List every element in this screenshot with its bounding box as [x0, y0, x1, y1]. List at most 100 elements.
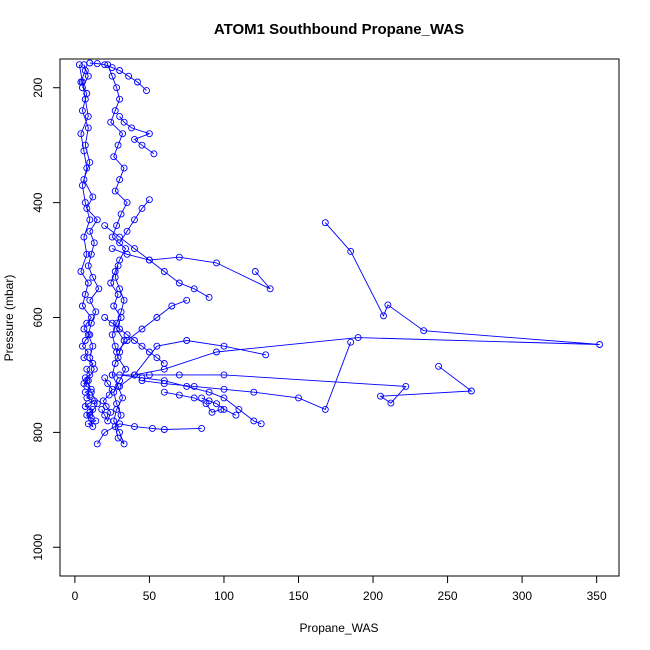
data-point	[160, 268, 168, 275]
data-point	[120, 296, 128, 304]
data-point	[321, 219, 329, 227]
data-point	[120, 118, 128, 126]
data-point	[131, 371, 138, 379]
series-17	[98, 374, 116, 425]
y-tick-label: 800	[31, 422, 45, 442]
data-point	[384, 301, 392, 309]
data-point	[77, 130, 85, 138]
data-point	[90, 239, 98, 247]
data-point	[116, 420, 124, 428]
data-point	[81, 403, 89, 410]
data-point	[116, 67, 124, 74]
data-point	[89, 423, 97, 431]
data-point	[105, 391, 113, 399]
data-point	[117, 411, 125, 419]
data-point	[190, 394, 198, 402]
data-point	[101, 222, 109, 230]
series-9	[113, 296, 191, 356]
data-point	[347, 338, 355, 346]
data-point	[80, 176, 88, 184]
data-point	[138, 325, 146, 333]
data-point	[84, 279, 92, 287]
data-point	[123, 331, 131, 339]
series-8	[93, 420, 206, 448]
data-point	[235, 405, 243, 413]
data-point	[131, 216, 138, 224]
data-point	[198, 424, 206, 432]
y-tick-label: 200	[31, 77, 45, 97]
data-point	[220, 342, 228, 350]
data-point	[119, 130, 127, 138]
data-point	[183, 382, 191, 390]
data-point	[114, 262, 122, 270]
data-point	[262, 351, 270, 359]
data-point	[99, 397, 107, 405]
series-2	[108, 219, 604, 379]
data-point	[117, 210, 125, 218]
data-point	[257, 420, 265, 428]
data-point	[101, 411, 109, 419]
data-point	[83, 204, 91, 212]
data-point	[131, 423, 138, 431]
data-point	[213, 259, 220, 267]
data-point	[78, 302, 86, 310]
data-point	[107, 279, 115, 287]
data-point	[90, 365, 98, 373]
data-point	[251, 268, 259, 275]
series-line	[116, 299, 187, 353]
series-11	[116, 196, 153, 247]
data-point	[83, 319, 91, 327]
series-15	[86, 59, 150, 95]
x-tick-label: 50	[143, 589, 157, 603]
series-6	[138, 338, 355, 413]
data-point	[83, 377, 91, 385]
data-point	[122, 365, 130, 373]
data-point	[110, 153, 118, 161]
data-point	[113, 84, 121, 92]
data-point	[108, 245, 116, 253]
x-tick-label: 350	[587, 589, 607, 603]
data-point	[131, 245, 138, 253]
series-line	[141, 342, 352, 410]
data-point	[123, 250, 131, 258]
data-point	[220, 385, 228, 393]
data-point	[86, 216, 94, 224]
y-tick-label: 1000	[31, 534, 45, 561]
data-point	[86, 227, 94, 235]
data-point	[175, 279, 183, 287]
data-point	[175, 371, 183, 379]
data-point	[160, 426, 168, 433]
data-point	[111, 187, 119, 195]
data-point	[120, 440, 128, 448]
data-point	[198, 394, 206, 402]
data-point	[138, 342, 146, 350]
data-point	[128, 124, 136, 132]
data-point	[145, 348, 153, 356]
data-point	[80, 233, 88, 241]
data-point	[213, 348, 220, 356]
data-point	[102, 403, 110, 410]
data-point	[116, 371, 124, 379]
data-point	[120, 164, 128, 172]
series-7	[116, 371, 265, 428]
data-point	[168, 302, 176, 310]
data-point	[116, 233, 124, 241]
data-point	[113, 400, 121, 408]
data-point	[153, 354, 161, 362]
data-point	[83, 250, 91, 258]
data-point	[92, 417, 100, 425]
data-point	[119, 394, 127, 402]
data-point	[87, 319, 95, 327]
plot-frame	[59, 58, 620, 577]
series-10	[116, 112, 158, 158]
data-point	[75, 61, 83, 69]
series-12	[101, 222, 213, 301]
data-point	[205, 293, 213, 301]
y-tick-label: 400	[31, 192, 45, 212]
series-16	[101, 314, 168, 367]
series-line	[104, 225, 210, 298]
data-point	[83, 90, 91, 97]
series-3	[108, 245, 274, 293]
data-point	[347, 247, 355, 255]
data-point	[87, 388, 95, 396]
